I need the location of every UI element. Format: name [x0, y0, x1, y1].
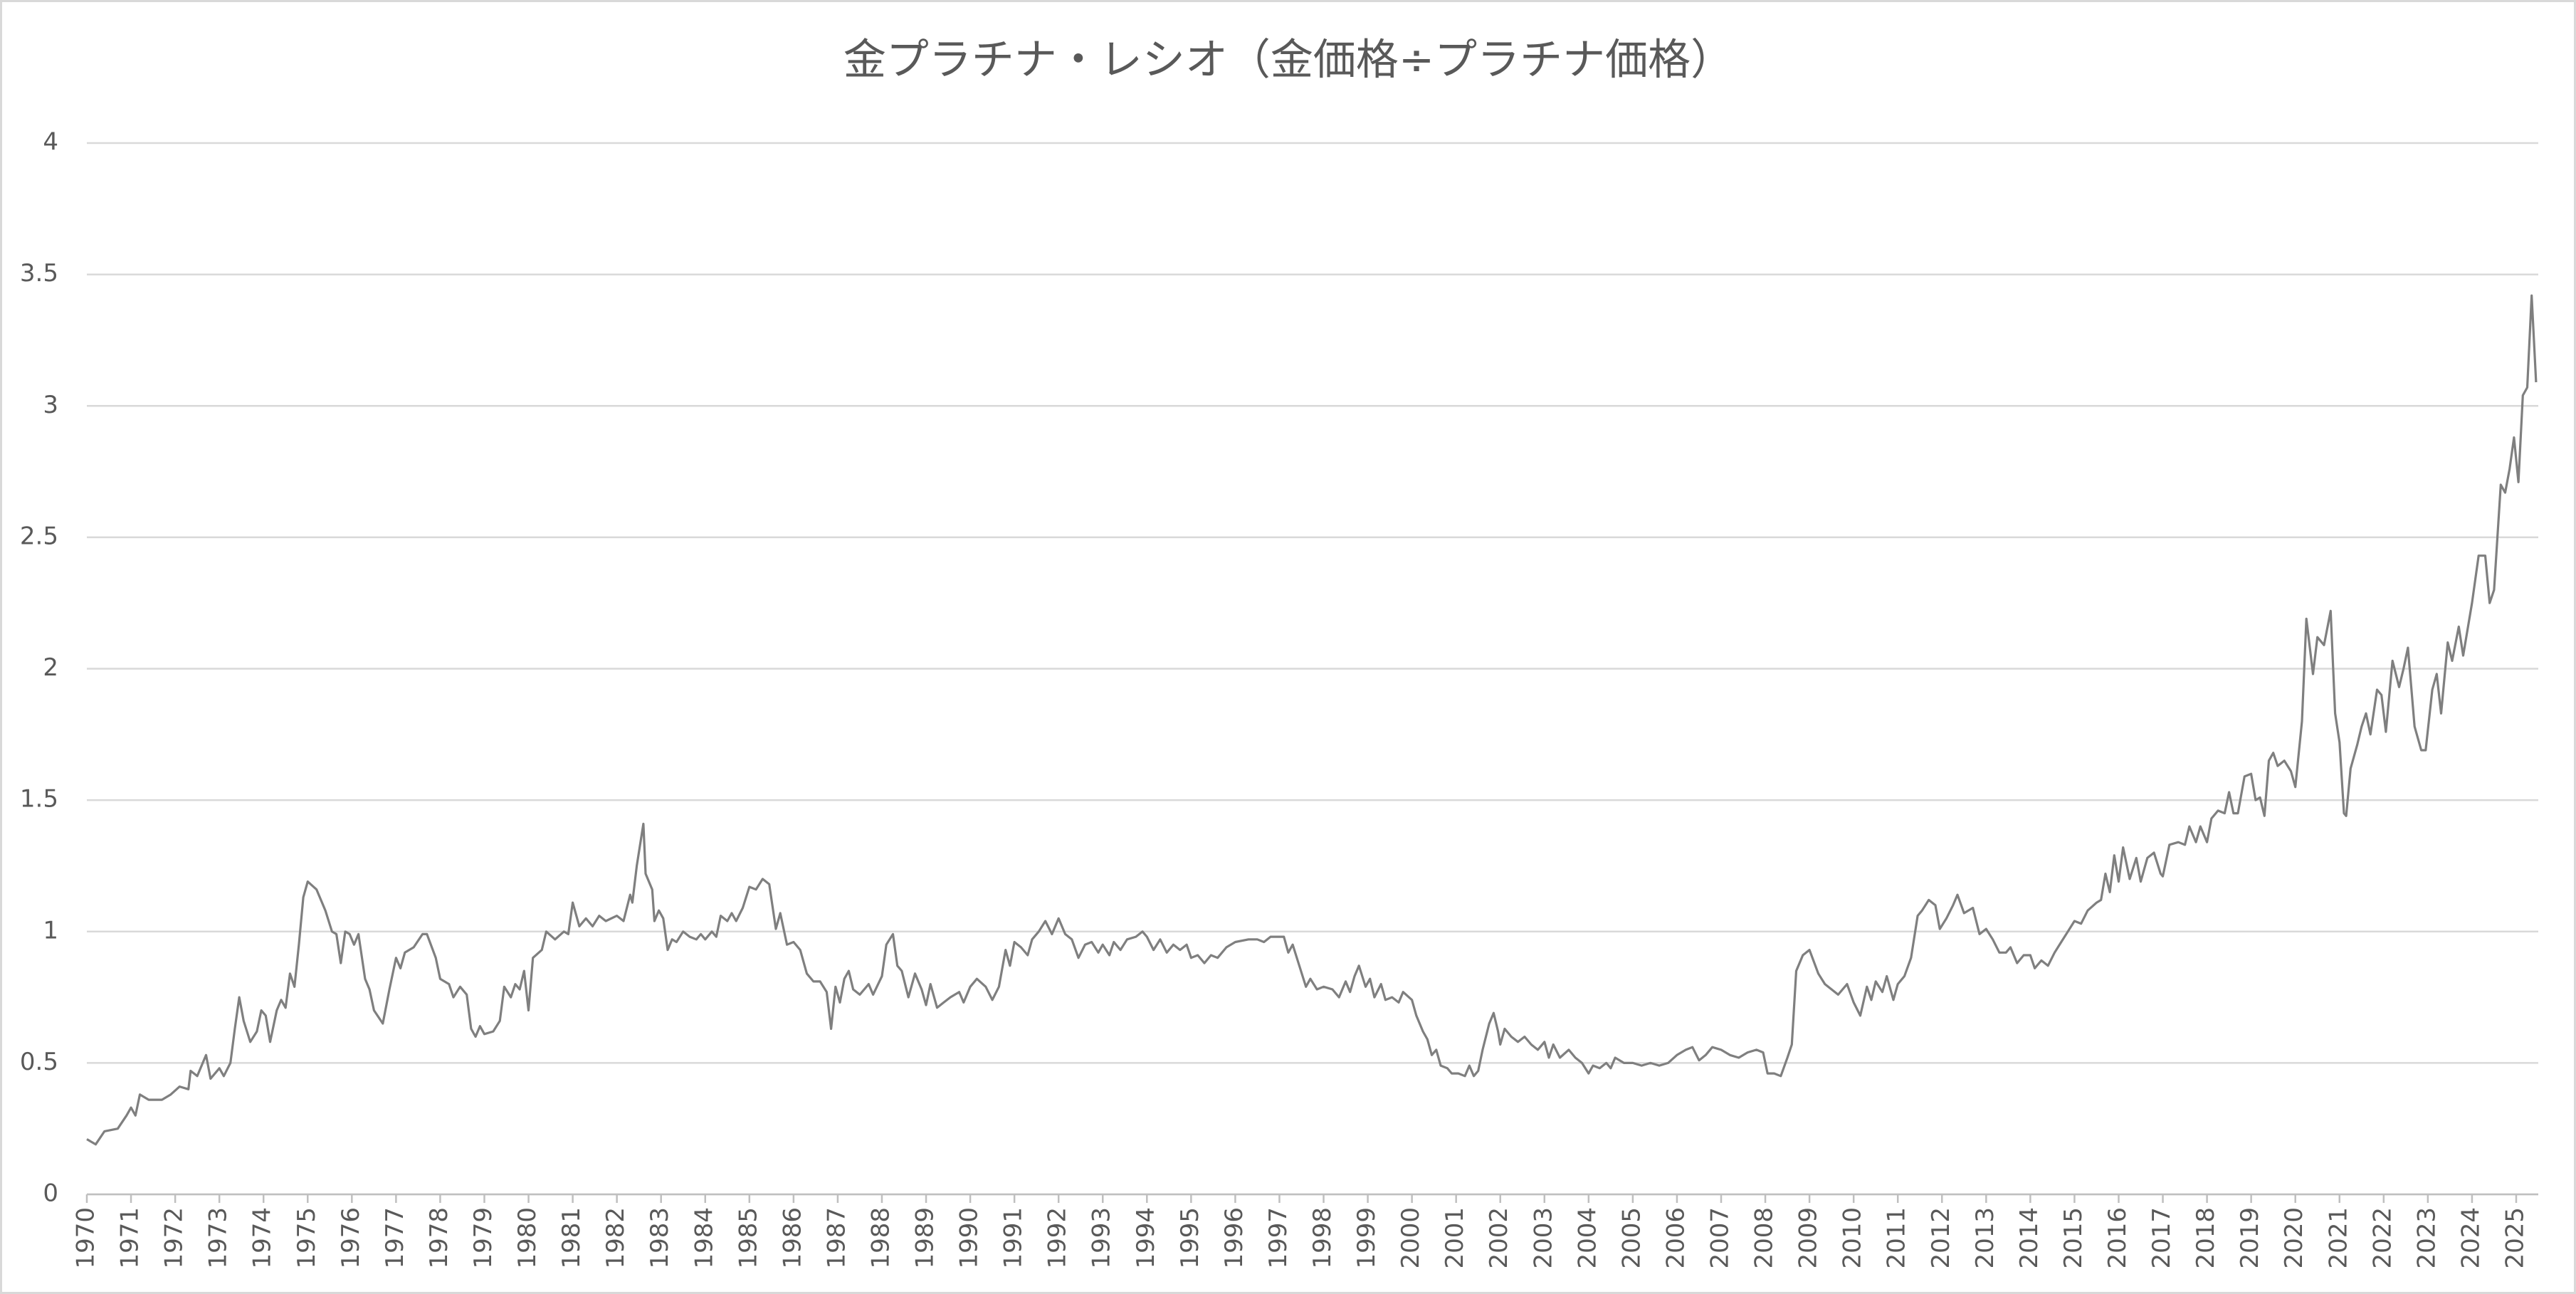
y-tick-label: 0.5: [20, 1048, 58, 1076]
x-tick-label: 2020: [2280, 1207, 2308, 1269]
x-tick-label: 2003: [1529, 1207, 1557, 1269]
x-tick-label: 2023: [2412, 1207, 2441, 1269]
x-tick-label: 2012: [1927, 1207, 1955, 1269]
x-tick-label: 1991: [999, 1207, 1028, 1269]
x-tick-label: 1996: [1220, 1207, 1248, 1269]
x-tick-label: 1983: [646, 1207, 674, 1269]
x-tick-label: 2009: [1794, 1207, 1823, 1269]
x-tick-label: 2016: [2103, 1207, 2132, 1269]
x-tick-label: 1981: [557, 1207, 586, 1269]
y-tick-label: 3.5: [20, 259, 58, 288]
x-tick-label: 1988: [866, 1207, 895, 1269]
y-tick-label: 4: [43, 128, 58, 157]
x-tick-label: 2025: [2501, 1207, 2529, 1269]
x-tick-label: 2022: [2368, 1207, 2397, 1269]
x-tick-label: 1970: [72, 1207, 100, 1269]
x-tick-label: 2000: [1397, 1207, 1425, 1269]
x-tick-label: 1982: [601, 1207, 630, 1269]
x-tick-label: 1990: [955, 1207, 984, 1269]
x-tick-label: 2018: [2192, 1207, 2220, 1269]
x-tick-label: 2010: [1839, 1207, 1867, 1269]
x-tick-label: 1978: [425, 1207, 453, 1269]
x-tick-label: 2017: [2147, 1207, 2176, 1269]
x-tick-label: 2005: [1617, 1207, 1646, 1269]
x-tick-label: 1993: [1088, 1207, 1116, 1269]
x-tick-label: 2004: [1573, 1207, 1602, 1269]
x-tick-label: 1998: [1308, 1207, 1337, 1269]
x-tick-label: 2013: [1971, 1207, 1999, 1269]
x-tick-label: 1985: [734, 1207, 762, 1269]
x-tick-label: 2021: [2324, 1207, 2352, 1269]
y-tick-label: 2.5: [20, 522, 58, 550]
x-tick-label: 1994: [1132, 1207, 1160, 1269]
x-tick-label: 1979: [469, 1207, 498, 1269]
x-tick-label: 2015: [2059, 1207, 2088, 1269]
y-tick-label: 3: [43, 391, 58, 419]
x-tick-label: 2014: [2015, 1207, 2044, 1269]
x-tick-label: 2001: [1441, 1207, 1469, 1269]
x-tick-label: 2002: [1485, 1207, 1513, 1269]
x-tick-label: 1977: [381, 1207, 409, 1269]
x-tick-label: 1987: [822, 1207, 851, 1269]
x-tick-label: 2008: [1750, 1207, 1779, 1269]
x-tick-label: 1980: [513, 1207, 542, 1269]
x-tick-label: 1974: [248, 1207, 277, 1269]
x-tick-label: 1999: [1352, 1207, 1381, 1269]
x-tick-label: 1995: [1176, 1207, 1204, 1269]
x-tick-label: 1992: [1043, 1207, 1072, 1269]
x-tick-label: 1972: [160, 1207, 189, 1269]
x-tick-label: 1975: [293, 1207, 321, 1269]
x-tick-label: 2007: [1706, 1207, 1735, 1269]
x-tick-label: 1989: [911, 1207, 940, 1269]
y-tick-label: 2: [43, 653, 58, 682]
data-line: [86, 294, 2538, 1146]
x-tick-label: 1971: [116, 1207, 144, 1269]
x-tick-label: 1984: [690, 1207, 718, 1269]
x-tick-label: 1997: [1264, 1207, 1293, 1269]
x-tick-label: 2024: [2456, 1207, 2485, 1269]
x-tick-label: 1976: [337, 1207, 365, 1269]
x-tick-label: 1986: [778, 1207, 806, 1269]
x-tick-label: 2019: [2236, 1207, 2264, 1269]
x-tick-label: 1973: [204, 1207, 233, 1269]
y-tick-label: 1.5: [20, 785, 58, 814]
y-tick-label: 1: [43, 916, 58, 945]
x-tick-label: 2011: [1883, 1207, 1911, 1269]
chart-title: 金プラチナ・レシオ（金価格÷プラチナ価格）: [843, 36, 1733, 85]
y-tick-label: 0: [43, 1179, 58, 1208]
x-tick-label: 2006: [1661, 1207, 1690, 1269]
